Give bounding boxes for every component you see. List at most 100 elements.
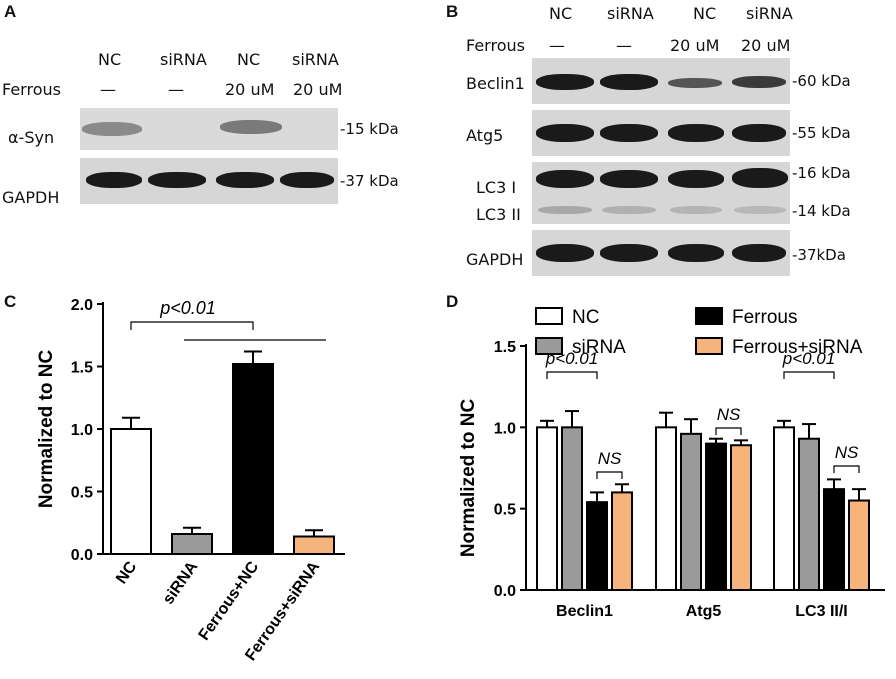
- panel-a-ferrous-2: —: [168, 80, 184, 99]
- bar: [110, 428, 152, 555]
- blot-band: [216, 172, 274, 188]
- significance-label: p<0.01: [782, 349, 835, 368]
- panel-a-blot-asyn: [80, 108, 338, 150]
- legend-label: NC: [572, 307, 599, 328]
- panel-a-ferrous-4: 20 uM: [293, 80, 343, 99]
- blot-band: [602, 206, 656, 214]
- blot-band: [148, 172, 206, 188]
- blot-band: [732, 76, 786, 88]
- y-tick-label: 0.0: [494, 583, 516, 600]
- panel-b-row-label-atg5: Atg5: [466, 126, 504, 145]
- blot-band: [734, 206, 786, 214]
- panel-b-kda-beclin1: -60 kDa: [792, 72, 851, 90]
- significance-label: NS: [835, 443, 859, 462]
- blot-band: [668, 78, 722, 88]
- panel-b-lane-1: NC: [549, 4, 573, 23]
- legend-swatch: [535, 337, 563, 355]
- panel-b-ferrous-4: 20 uM: [741, 36, 791, 55]
- blot-band: [732, 124, 786, 142]
- bar: [293, 535, 335, 555]
- panel-a-ferrous-1: —: [100, 80, 116, 99]
- significance-bracket: [783, 371, 835, 379]
- x-tick-label: LC3 II/I: [795, 603, 847, 620]
- panel-a-lane-1: NC: [98, 50, 122, 69]
- bar: [655, 426, 677, 591]
- panel-b-ferrous-3: 20 uM: [670, 36, 720, 55]
- bar: [798, 437, 820, 591]
- panel-b-kda-lc3-i: -16 kDa: [792, 164, 851, 182]
- significance-bracket: [130, 321, 254, 330]
- bar: [848, 499, 870, 592]
- bar: [823, 488, 845, 591]
- panel-b-ferrous-2: —: [616, 36, 632, 55]
- blot-band: [536, 124, 594, 142]
- blot-band: [220, 120, 282, 134]
- bar-chart-d: 0.0 0.5 1.0 1.5 Normalized to NC NC siRNA Ferro…: [458, 307, 885, 620]
- blot-band: [732, 168, 788, 188]
- blot-band: [536, 170, 594, 188]
- bar: [561, 426, 583, 591]
- blot-band: [280, 172, 334, 188]
- legend-swatch: [695, 307, 723, 325]
- panel-b-row-label-lc3-i: LC3 I: [476, 178, 517, 197]
- blot-band: [668, 170, 724, 188]
- panel-b-lane-2: siRNA: [607, 4, 654, 23]
- x-tick-label: siRNA: [160, 558, 202, 607]
- significance-label: p<0.01: [545, 349, 598, 368]
- panel-b-blot-atg5: [532, 110, 790, 156]
- bar: [536, 426, 558, 591]
- legend-swatch: [695, 337, 723, 355]
- significance-bracket: [715, 427, 742, 435]
- panel-a-row-label-gapdh: GAPDH: [2, 188, 60, 207]
- blot-band: [536, 74, 594, 90]
- panel-a-kda-gapdh: -37 kDa: [340, 172, 399, 190]
- y-axis-label: Normalized to NC: [36, 350, 57, 509]
- bar: [705, 442, 727, 591]
- blot-band: [600, 74, 658, 90]
- panel-a-lane-3: NC: [237, 50, 261, 69]
- blot-band: [538, 206, 592, 214]
- panel-d-label: D: [446, 292, 459, 311]
- blot-band: [668, 244, 724, 262]
- y-tick-label: 0.0: [71, 547, 93, 564]
- x-tick-label: Atg5: [686, 603, 722, 620]
- panel-b-blot-lc3: [532, 162, 790, 224]
- panel-a-label: A: [4, 2, 17, 21]
- bar: [680, 432, 702, 591]
- panel-b-lane-4: siRNA: [746, 4, 793, 23]
- legend-label: siRNA: [572, 337, 626, 358]
- blot-band: [670, 206, 722, 214]
- blot-band: [82, 122, 142, 136]
- significance-bracket: [596, 471, 623, 479]
- panel-b-row-label-gapdh: GAPDH: [466, 250, 524, 269]
- blot-band: [668, 124, 724, 142]
- blot-band: [600, 244, 658, 262]
- blot-band: [600, 124, 658, 142]
- panel-b-kda-atg5: -55 kDa: [792, 124, 851, 142]
- bar: [773, 426, 795, 591]
- blot-band: [536, 244, 594, 262]
- blot-band: [732, 244, 786, 262]
- panel-b-label: B: [446, 2, 459, 21]
- panel-b-blot-gapdh: [532, 230, 790, 276]
- bar: [232, 363, 274, 555]
- blot-band: [86, 172, 142, 188]
- y-tick-label: 1.5: [494, 339, 516, 356]
- y-tick-label: 0.5: [71, 485, 93, 502]
- y-tick-label: 1.0: [494, 420, 516, 437]
- y-tick-label: 0.5: [494, 502, 516, 519]
- panel-b-ferrous-label: Ferrous: [466, 36, 525, 55]
- panel-b-blot-beclin1: [532, 58, 790, 104]
- significance-label: NS: [717, 405, 741, 424]
- y-tick-label: 2.0: [71, 297, 93, 314]
- blot-band: [600, 170, 658, 188]
- significance-label: NS: [598, 449, 622, 468]
- panel-b-lane-3: NC: [693, 4, 717, 23]
- panel-b-row-label-lc3-ii: LC3 II: [476, 205, 521, 224]
- panel-c-label: C: [4, 292, 17, 311]
- panel-a-kda-asyn: -15 kDa: [340, 120, 399, 138]
- panel-a-ferrous-3: 20 uM: [225, 80, 275, 99]
- bar: [611, 491, 633, 591]
- panel-b-kda-gapdh: -37kDa: [792, 246, 846, 264]
- y-tick-label: 1.5: [71, 360, 93, 377]
